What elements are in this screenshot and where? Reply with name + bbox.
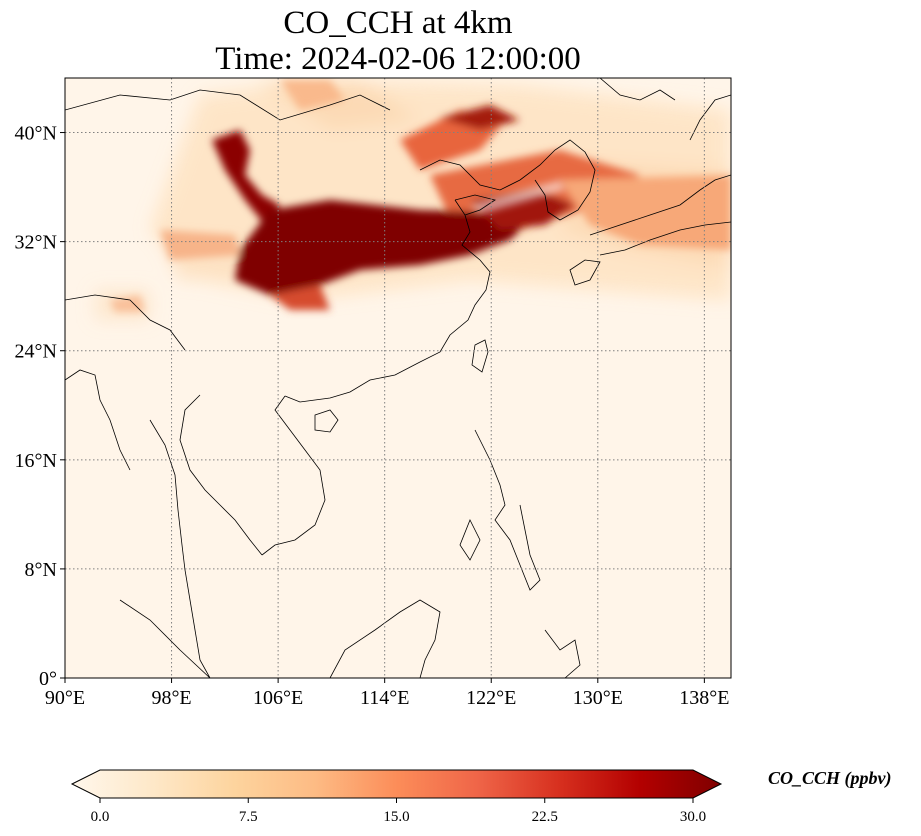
lon-tick-label: 114°E xyxy=(360,687,409,709)
colorbar-label: CO_CCH (ppbv) xyxy=(768,768,892,788)
lon-tick-label: 90°E xyxy=(45,687,85,709)
lat-tick-label: 32°N xyxy=(15,232,57,254)
colorbar-tick-label: 30.0 xyxy=(680,809,706,825)
lat-tick-label: 0° xyxy=(39,668,57,690)
map-time-subtitle: Time: 2024-02-06 12:00:00 xyxy=(215,41,581,77)
colorbar-tick-label: 22.5 xyxy=(532,809,558,825)
lon-tick-label: 122°E xyxy=(466,687,516,709)
lat-tick-label: 8°N xyxy=(25,559,57,581)
lon-tick-label: 98°E xyxy=(151,687,191,709)
colorbar-ticks: 0.0 7.5 15.0 22.5 30.0 xyxy=(91,798,706,825)
lat-tick-label: 16°N xyxy=(15,450,57,472)
colorbar-tick-label: 0.0 xyxy=(91,809,110,825)
lon-tick-label: 138°E xyxy=(679,687,729,709)
lon-tick-label: 130°E xyxy=(573,687,623,709)
lat-tick-label: 24°N xyxy=(15,341,57,363)
lon-tick-label: 106°E xyxy=(253,687,303,709)
colorbar: 0.0 7.5 15.0 22.5 30.0 xyxy=(70,769,723,825)
coastlines-and-borders xyxy=(65,78,731,678)
colorbar-tick-label: 7.5 xyxy=(239,809,258,825)
map-gridlines xyxy=(60,78,731,683)
colorbar-tick-label: 15.0 xyxy=(383,809,409,825)
latitude-tick-labels: 0° 8°N 16°N 24°N 32°N 40°N xyxy=(15,123,57,690)
co-concentration-field xyxy=(95,80,731,320)
lat-tick-label: 40°N xyxy=(15,123,57,145)
colorbar-body xyxy=(70,769,723,799)
map-frame xyxy=(64,77,732,679)
longitude-tick-labels: 90°E 98°E 106°E 114°E 122°E 130°E 138°E xyxy=(45,687,730,709)
map-title: CO_CCH at 4km xyxy=(283,5,513,41)
